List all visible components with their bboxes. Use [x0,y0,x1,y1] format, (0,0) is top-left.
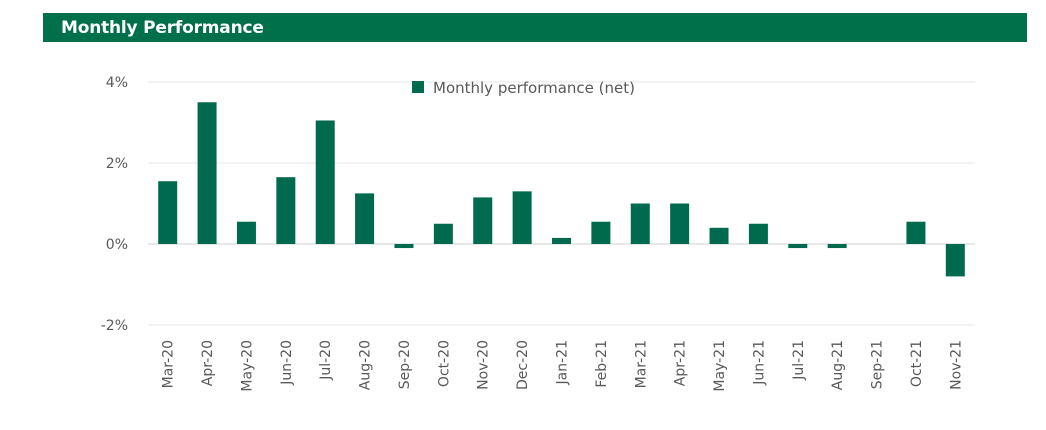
y-tick-label: 0% [106,237,128,253]
x-tick-label: Mar-20 [161,340,177,388]
x-tick-label: Jun-21 [751,340,767,386]
page-title: Monthly Performance [61,18,264,38]
x-tick-label: Apr-20 [200,340,216,386]
bar [197,102,217,244]
bar [748,223,768,244]
legend-swatch [412,81,424,93]
bar [512,191,532,244]
x-tick-label: Sep-21 [870,340,886,389]
bar [945,244,965,277]
bar [630,203,650,244]
x-tick-label: Jul-20 [318,340,334,381]
x-tick-label: May-21 [712,340,728,392]
bar [906,221,926,244]
title-bar: Monthly Performance [43,13,1027,42]
x-tick-label: Jun-20 [279,340,295,386]
x-tick-label: Jan-21 [555,340,571,385]
x-tick-label: Sep-20 [397,340,413,389]
x-tick-label: Mar-21 [633,340,649,388]
x-tick-label: Aug-21 [830,340,846,390]
bar [591,221,611,244]
bar [276,177,296,244]
x-tick-label: Jul-21 [791,340,807,381]
x-tick-label: May-20 [239,340,255,392]
y-tick-label: 2% [106,156,128,172]
x-tick-label: Dec-20 [515,340,531,390]
y-tick-label: -2% [101,318,128,334]
x-tick-label: Aug-20 [358,340,374,390]
y-tick-label: 4% [106,75,128,91]
bar [788,244,808,249]
legend-label: Monthly performance (net) [433,79,635,97]
x-tick-label: Oct-20 [436,340,452,387]
bar [394,244,414,249]
x-tick-label: Apr-21 [673,340,689,386]
bar [158,181,178,244]
x-tick-label: Nov-20 [476,340,492,390]
bar [315,120,335,244]
bar [827,244,847,249]
bar [433,223,453,244]
bar [355,193,375,244]
bar [670,203,690,244]
bar [552,237,571,244]
bar [473,197,493,244]
x-tick-label: Nov-21 [948,340,964,390]
x-tick-label: Feb-21 [594,340,610,388]
bar [236,221,256,244]
bar [709,227,729,244]
x-tick-label: Oct-21 [909,340,925,387]
